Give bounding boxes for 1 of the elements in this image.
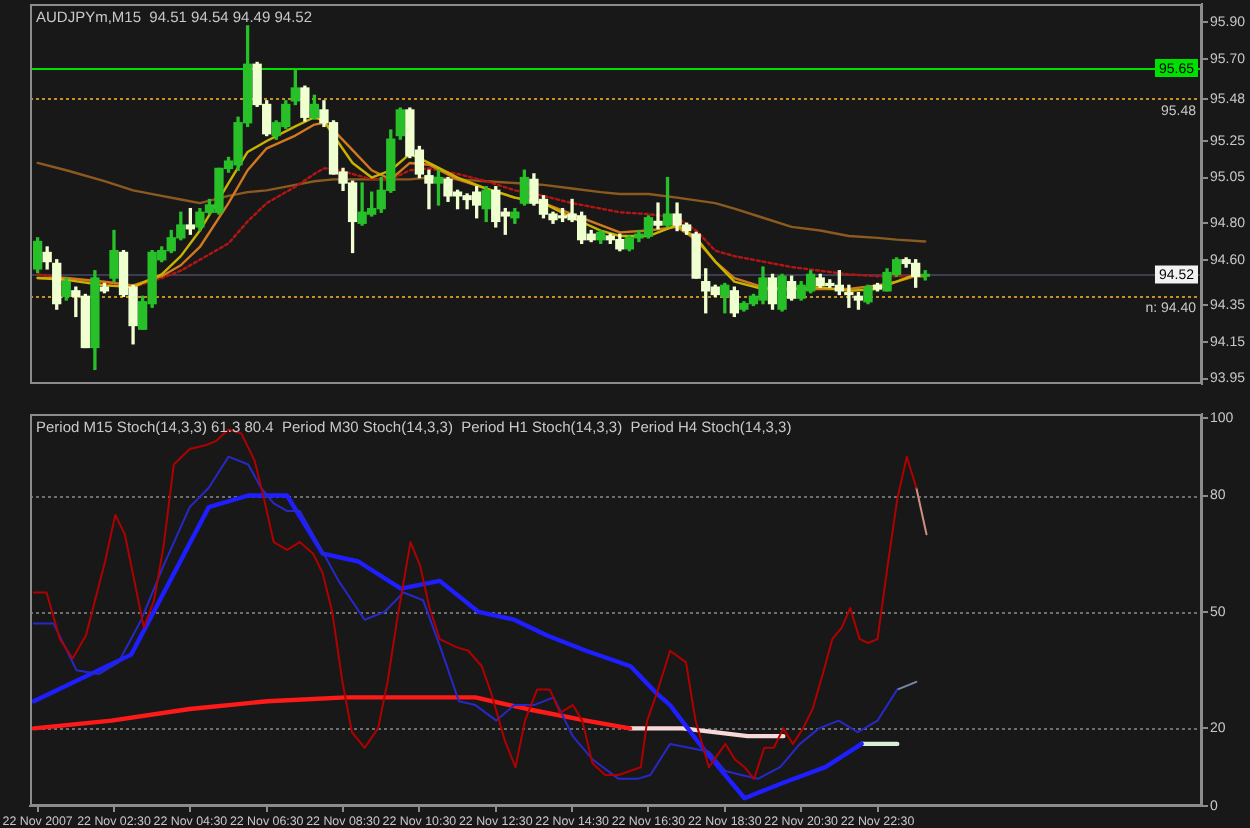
candlestick [653,202,663,230]
